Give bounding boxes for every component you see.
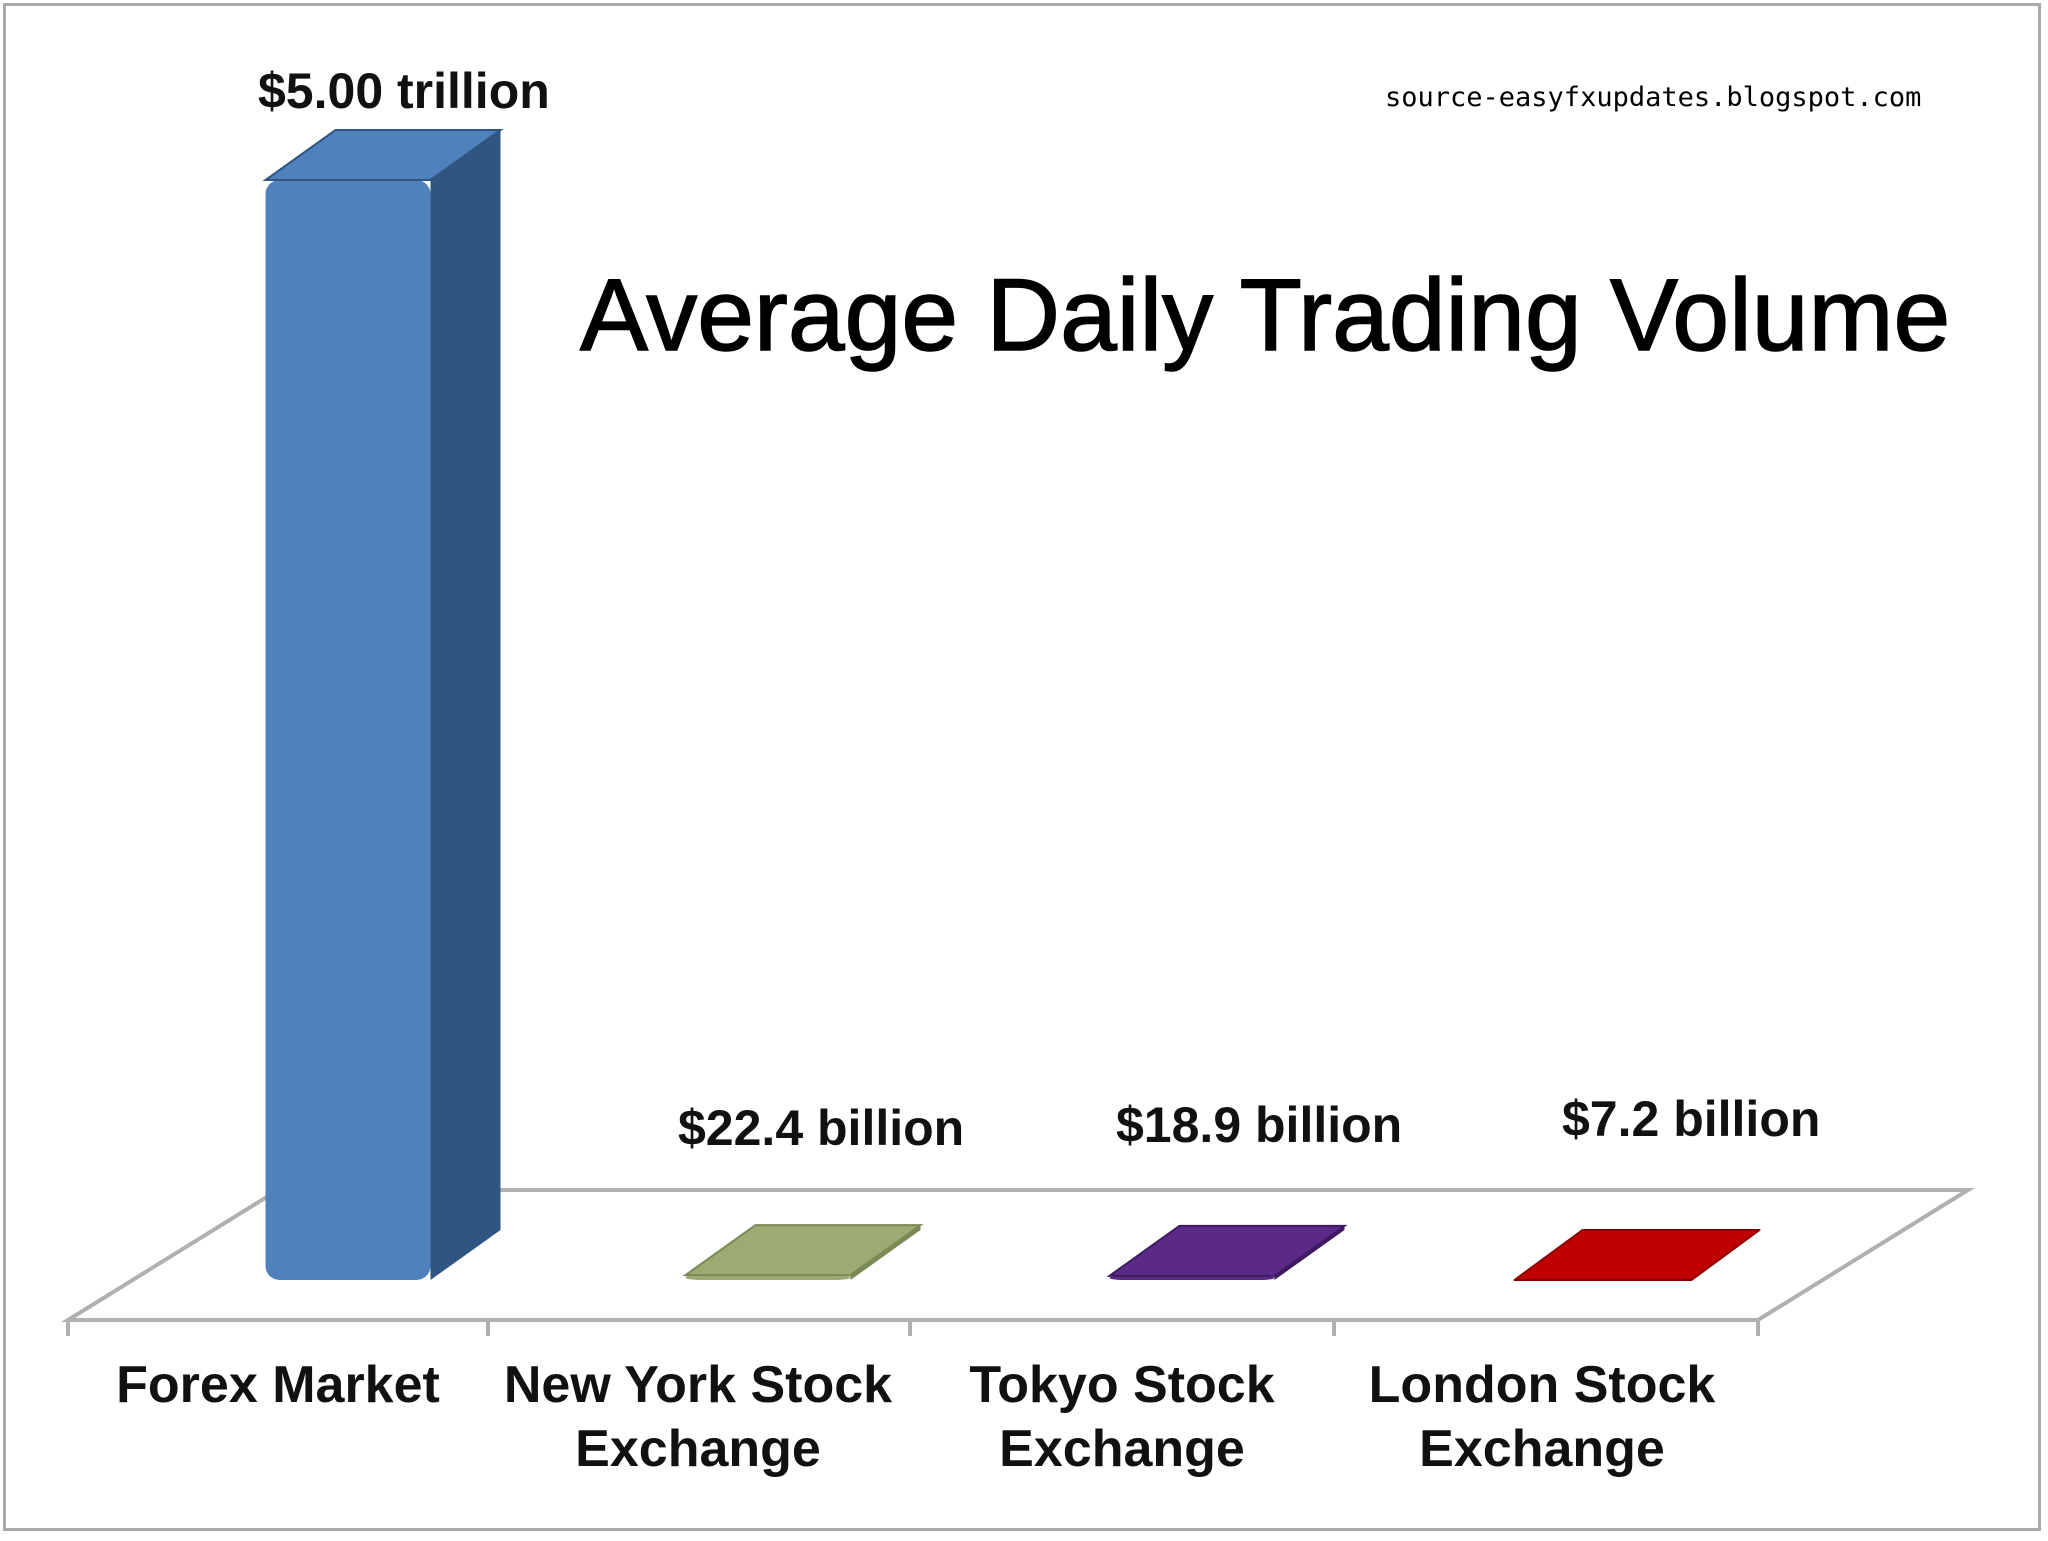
- bar-top-forex: [262, 129, 504, 181]
- bar-side-forex: [430, 130, 501, 1280]
- bar-tse: [1106, 1224, 1348, 1280]
- bar-side-nyse: [850, 1225, 921, 1280]
- category-label-lse-line2: Exchange: [1419, 1420, 1665, 1478]
- category-label-nyse-line1: New York Stock: [504, 1356, 892, 1414]
- chart-frame: [3, 3, 2041, 1531]
- category-label-forex: Forex Market: [116, 1356, 440, 1414]
- bar-nyse: [682, 1224, 924, 1280]
- bar-top-nyse: [682, 1224, 924, 1277]
- bars-layer: [262, 129, 1761, 1281]
- floor-plane: [60, 1188, 1976, 1322]
- bar-forex: [262, 129, 504, 1280]
- chart-title: Average Daily Trading Volume: [580, 258, 1950, 372]
- category-labels: Forex Market New York Stock Exchange Tok…: [116, 1356, 1715, 1478]
- chart-floor: [60, 1188, 1976, 1336]
- data-label-forex: $5.00 trillion: [258, 63, 550, 119]
- data-label-tse: $18.9 billion: [1116, 1097, 1402, 1153]
- bar-front-nyse: [685, 1275, 851, 1280]
- category-label-lse-line1: London Stock: [1369, 1356, 1716, 1414]
- bar-top-tse: [1106, 1224, 1348, 1277]
- bar-lse: [1513, 1229, 1761, 1281]
- data-label-nyse: $22.4 billion: [678, 1100, 964, 1156]
- category-label-nyse-line2: Exchange: [575, 1420, 821, 1478]
- source-note: source-easyfxupdates.blogspot.com: [1385, 82, 1921, 113]
- bar-flat-lse: [1513, 1229, 1761, 1281]
- category-label-tse-line2: Exchange: [999, 1420, 1245, 1478]
- data-labels: $5.00 trillion $22.4 billion $18.9 billi…: [258, 63, 1820, 1156]
- bar-front-forex: [265, 180, 431, 1280]
- data-label-lse: $7.2 billion: [1562, 1091, 1820, 1147]
- category-label-tse-line1: Tokyo Stock: [969, 1356, 1274, 1414]
- bar-front-tse: [1109, 1275, 1275, 1280]
